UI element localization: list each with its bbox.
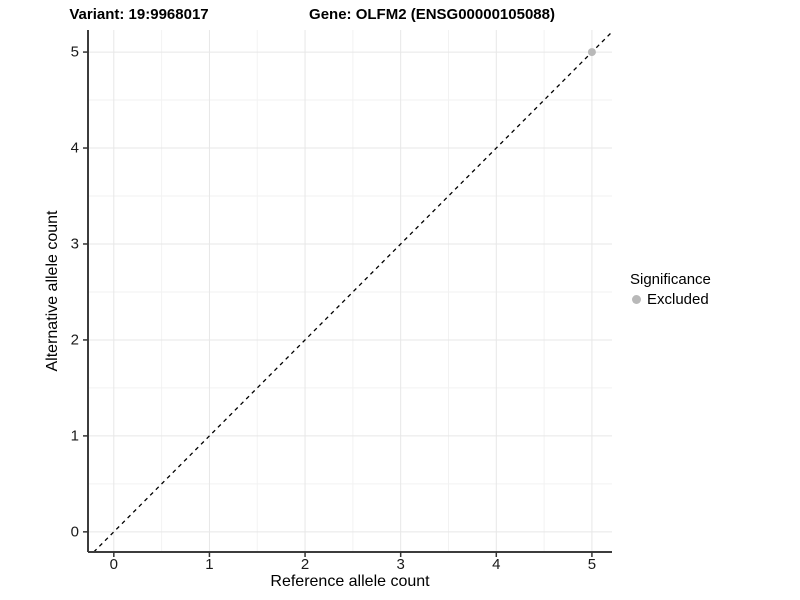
legend-item-label: Excluded <box>647 291 709 308</box>
legend-marker-circle-icon <box>632 295 641 304</box>
y-axis-title: Alternative allele count <box>44 210 61 372</box>
y-tick-label: 1 <box>70 427 79 445</box>
legend-items: Excluded <box>630 291 711 308</box>
legend-title: Significance <box>630 271 711 288</box>
plot-title-gene: Gene: OLFM2 (ENSG00000105088) <box>309 6 555 23</box>
y-tick-label: 2 <box>70 331 79 349</box>
x-tick-label: 1 <box>205 556 214 573</box>
legend: Significance Excluded <box>630 271 711 308</box>
plot-title-variant: Variant: 19:9968017 <box>69 6 209 23</box>
legend-item: Excluded <box>632 291 711 308</box>
x-tick-label: 2 <box>300 556 310 573</box>
y-tick-label: 0 <box>70 523 79 541</box>
y-tick-label: 4 <box>70 139 79 157</box>
x-tick-label: 4 <box>492 556 501 573</box>
x-tick-label: 0 <box>109 556 118 573</box>
identity-dashed-line <box>93 31 613 553</box>
x-tick-label: 5 <box>587 556 597 573</box>
y-tick-label: 5 <box>70 43 79 61</box>
x-axis-title: Reference allele count <box>270 573 430 590</box>
data-point <box>587 48 596 57</box>
y-tick-label: 3 <box>70 235 79 253</box>
x-tick-label: 3 <box>396 556 405 573</box>
